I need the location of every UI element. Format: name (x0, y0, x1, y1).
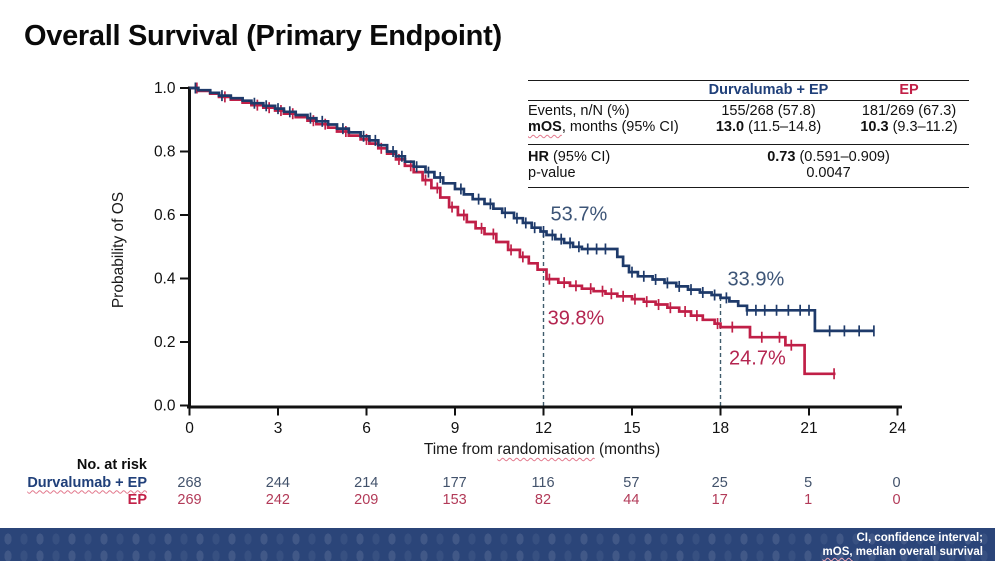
x-axis-tick-label: 6 (362, 420, 371, 437)
x-axis-tick-label: 21 (800, 420, 817, 437)
x-axis-title-wavy-word: randomisation (497, 441, 595, 458)
stats-mos-label-rest: , months (95% CI) (561, 119, 679, 135)
stats-row-mos: mOS, months (95% CI) 13.0 (11.5–14.8) 10… (528, 119, 969, 135)
x-axis-tick-label: 18 (712, 420, 729, 437)
stats-mos-value-ep: 10.3 (9.3–11.2) (849, 119, 969, 135)
x-axis-tick-label: 9 (451, 420, 460, 437)
km-annotation: 39.8% (547, 307, 605, 330)
risk-value: 269 (177, 492, 202, 508)
y-axis-title: Probability of OS (110, 191, 127, 309)
risk-values-row-ep: 269 242 209 153 82 44 17 1 0 (159, 492, 927, 508)
risk-value: 214 (354, 475, 379, 491)
risk-value: 153 (442, 492, 467, 508)
page-title: Overall Survival (Primary Endpoint) (24, 20, 502, 52)
risk-table-title: No. at risk (76, 457, 147, 473)
risk-value: 57 (623, 475, 640, 491)
footer-line2-wavy: mOS, (822, 546, 853, 558)
km-annotation: 33.9% (727, 268, 785, 291)
risk-value: 209 (354, 492, 379, 508)
risk-value: 242 (265, 492, 290, 508)
x-axis-title: Time from randomisation (months) (342, 441, 742, 459)
x-axis-tick-label: 24 (889, 420, 907, 437)
risk-value: 44 (623, 492, 640, 508)
stats-mos-value-durvalumab: 13.0 (11.5–14.8) (688, 119, 849, 135)
stats-table-body: Events, n/N (%) 155/268 (57.8) 181/269 (… (528, 101, 969, 145)
stats-pvalue-value: 0.0047 (806, 165, 851, 181)
risk-value: 268 (177, 475, 202, 491)
footer-line2-rest: median overall survival (852, 546, 983, 558)
footer-line1: CI, confidence interval; (856, 532, 983, 544)
risk-value: 82 (534, 492, 552, 508)
stats-header-durvalumab-ep: Durvalumab + EP (708, 82, 829, 98)
risk-value: 17 (711, 492, 728, 508)
stats-table-footer: HR (95% CI) 0.73 (0.591–0.909) p-value 0… (528, 145, 969, 187)
x-axis-tick-label: 12 (535, 420, 552, 437)
stats-hr-label-rest: (95% CI) (548, 149, 611, 165)
km-curve-ep (189, 86, 836, 376)
x-axis-tick-label: 0 (185, 420, 194, 437)
stats-mos-label: mOS, months (95% CI) (528, 119, 688, 135)
risk-label-durvalumab-ep-text: Durvalumab + EP (27, 474, 147, 491)
stats-mos-label-bold: mOS (528, 119, 562, 135)
stats-mos-v1-rest: (11.5–14.8) (744, 119, 822, 135)
y-axis-tick-label: 0.0 (154, 398, 176, 415)
stats-table: Durvalumab + EP EP Events, n/N (%) 155/2… (528, 80, 969, 188)
y-axis-tick-label: 0.2 (154, 334, 176, 351)
risk-table-labels: No. at risk Durvalumab + EP EP (0, 457, 147, 510)
stats-hr-label: HR (95% CI) (528, 149, 688, 165)
risk-value: 116 (531, 475, 555, 491)
stats-hr-value: 0.73 (0.591–0.909) (688, 149, 969, 165)
stats-events-value-durvalumab: 155/268 (57.8) (721, 103, 816, 119)
stats-mos-v2-bold: 10.3 (860, 119, 889, 135)
stats-row-hr: HR (95% CI) 0.73 (0.591–0.909) (528, 149, 969, 165)
stats-events-label: Events, n/N (%) (528, 103, 630, 119)
footer-banner: CI, confidence interval; mOS, median ove… (0, 528, 995, 561)
stats-table-header-row: Durvalumab + EP EP (528, 81, 969, 101)
risk-value: 244 (265, 475, 290, 491)
x-axis-tick-label: 15 (623, 420, 640, 437)
y-axis-tick-label: 0.8 (154, 144, 176, 161)
stats-pvalue-label: p-value (528, 165, 576, 181)
stats-header-spacer (528, 82, 688, 98)
footer-line2: mOS, median overall survival (823, 545, 983, 559)
risk-value: 177 (442, 475, 467, 491)
risk-value: 25 (711, 475, 728, 491)
risk-label-durvalumab-ep: Durvalumab + EP (0, 475, 147, 493)
stats-hr-value-bold: 0.73 (767, 149, 796, 165)
risk-value: 0 (892, 475, 901, 491)
y-axis-tick-label: 0.4 (154, 271, 176, 288)
risk-value: 5 (804, 475, 813, 491)
stats-row-pvalue: p-value 0.0047 (528, 165, 969, 181)
risk-label-ep: EP (127, 492, 147, 508)
stats-header-ep: EP (899, 82, 919, 98)
y-axis-tick-label: 0.6 (154, 207, 176, 224)
km-annotation: 53.7% (550, 203, 608, 226)
risk-value: 0 (892, 492, 901, 508)
risk-values-row-durvalumab-ep: 268 244 214 177 116 57 25 5 0 (159, 475, 927, 491)
risk-value: 1 (804, 492, 813, 508)
km-annotation: 24.7% (729, 347, 786, 370)
stats-row-events: Events, n/N (%) 155/268 (57.8) 181/269 (… (528, 103, 969, 119)
x-axis-title-pre: Time from (423, 441, 498, 458)
footer-abbreviations: CI, confidence interval; mOS, median ove… (823, 531, 983, 559)
stats-mos-v1-bold: 13.0 (715, 119, 745, 135)
x-axis-tick-label: 3 (274, 420, 283, 437)
stats-hr-value-rest: (0.591–0.909) (795, 149, 890, 165)
y-axis-tick-label: 1.0 (154, 80, 176, 97)
stats-mos-v2-rest: (9.3–11.2) (888, 119, 958, 135)
stats-events-value-ep: 181/269 (67.3) (861, 103, 957, 119)
x-axis-title-post: (months) (594, 441, 661, 458)
stats-hr-label-bold: HR (528, 149, 549, 165)
